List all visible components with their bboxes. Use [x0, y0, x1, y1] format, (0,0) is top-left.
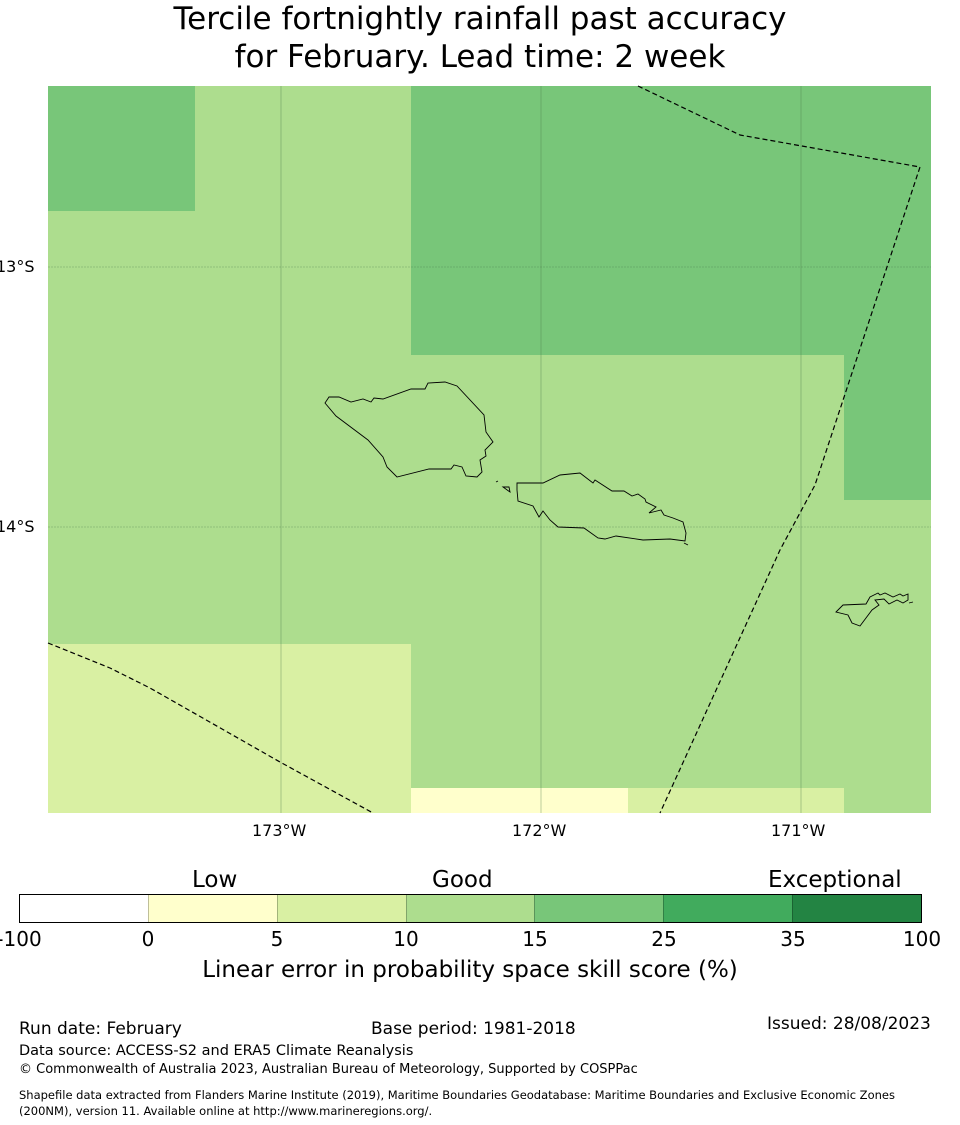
- issued-date: Issued: 28/08/2023: [767, 1014, 931, 1034]
- colorbar-tick-label: 10: [393, 927, 419, 951]
- colorbar-segment: [663, 895, 793, 922]
- gridlines: [48, 86, 931, 813]
- cell-15-25-right: [844, 355, 931, 500]
- island-apolima: [501, 486, 511, 494]
- island-upolu-tip: [683, 542, 689, 546]
- lat-label-14s: 14°S: [0, 517, 35, 536]
- island-upolu: [516, 472, 687, 542]
- cell-5-10-bottom: [628, 788, 844, 813]
- coastlines: [324, 381, 914, 627]
- shapefile-credit-line-1: Shapefile data extracted from Flanders M…: [19, 1088, 895, 1102]
- lon-label-171w: 171°W: [771, 821, 826, 840]
- category-low: Low: [192, 867, 238, 893]
- eez-boundaries: [47, 85, 921, 814]
- colorbar-segment: [792, 895, 922, 922]
- colorbar-tick-label: -100: [0, 927, 42, 951]
- colorbar-tick-label: 25: [651, 927, 677, 951]
- eez-boundary-east: [637, 85, 921, 814]
- run-date: Run date: February: [19, 1019, 182, 1039]
- title-line-2: for February. Lead time: 2 week: [234, 39, 726, 75]
- island-manono: [495, 480, 499, 483]
- cell-0-5-bottom: [411, 788, 628, 813]
- copyright: © Commonwealth of Australia 2023, Austra…: [19, 1062, 638, 1077]
- colorbar-label: Linear error in probability space skill …: [202, 957, 738, 983]
- island-tutuila: [835, 592, 909, 627]
- lon-label-172w: 172°W: [512, 821, 567, 840]
- title-line-1: Tercile fortnightly rainfall past accura…: [173, 1, 787, 37]
- cell-5-10-bottomleft: [48, 644, 411, 813]
- data-source: Data source: ACCESS-S2 and ERA5 Climate …: [19, 1043, 414, 1059]
- lon-label-173w: 173°W: [252, 821, 307, 840]
- colorbar-segment: [276, 895, 406, 922]
- colorbar-tick-label: 35: [780, 927, 806, 951]
- chart-title: Tercile fortnightly rainfall past accura…: [0, 0, 960, 76]
- map: [47, 85, 931, 814]
- lat-label-13s: 13°S: [0, 257, 35, 276]
- colorbar-tick-label: 15: [522, 927, 548, 951]
- skill-cells: [48, 86, 931, 813]
- eez-boundary-southwest: [47, 642, 374, 814]
- island-aunuu: [908, 601, 914, 604]
- base-period: Base period: 1981-2018: [371, 1019, 576, 1039]
- colorbar: [19, 894, 922, 923]
- colorbar-tick-label: 100: [902, 927, 942, 951]
- category-good: Good: [432, 867, 493, 893]
- colorbar-segment: [534, 895, 664, 922]
- colorbar-tick-label: 0: [141, 927, 155, 951]
- colorbar-segment: [20, 895, 148, 922]
- shapefile-credit-line-2: (200NM), version 11. Available online at…: [19, 1104, 433, 1118]
- island-savaii: [324, 381, 494, 478]
- cell-15-25-topright: [411, 86, 931, 355]
- colorbar-tick-label: 5: [270, 927, 284, 951]
- category-exceptional: Exceptional: [768, 867, 902, 893]
- cell-15-25-topleft: [48, 86, 195, 211]
- colorbar-segment: [405, 895, 535, 922]
- colorbar-segment: [147, 895, 277, 922]
